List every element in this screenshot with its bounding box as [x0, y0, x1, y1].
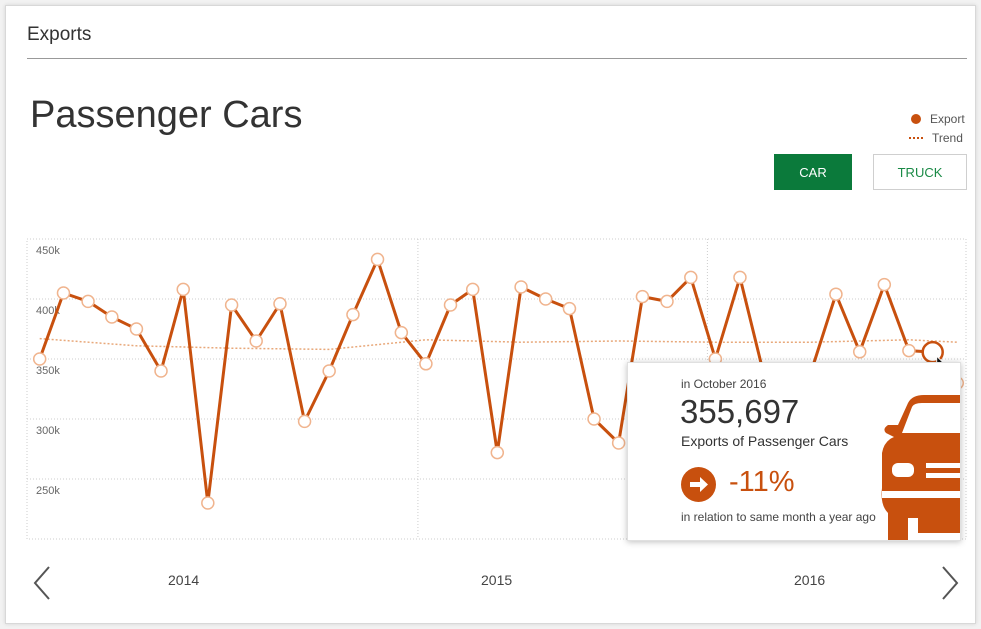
data-point — [514, 280, 528, 294]
legend-export-label: Export — [930, 111, 965, 126]
data-point — [538, 292, 553, 306]
truck-toggle-button[interactable]: TRUCK — [873, 154, 967, 190]
data-point — [465, 282, 480, 297]
prev-period-button[interactable] — [30, 563, 54, 608]
trend-series-line — [39, 337, 958, 351]
x-tick-2015: 2015 — [481, 572, 513, 588]
data-point — [394, 325, 409, 340]
legend-item-trend: Trend — [906, 128, 965, 147]
arrow-right-icon — [681, 467, 716, 502]
data-point — [249, 334, 263, 348]
data-point — [370, 252, 385, 267]
data-point — [829, 287, 843, 301]
page-title: Passenger Cars — [30, 94, 303, 136]
car-toggle-button[interactable]: CAR — [774, 154, 852, 190]
y-tick-label: 400k — [36, 305, 60, 317]
data-point — [443, 298, 458, 312]
data-point — [322, 364, 336, 378]
data-point — [32, 352, 47, 366]
data-point — [154, 364, 168, 378]
data-point — [176, 282, 190, 297]
data-point — [660, 294, 674, 309]
trend-swatch-icon — [909, 136, 923, 139]
next-period-button[interactable] — [938, 563, 962, 608]
data-point — [297, 414, 312, 429]
chart-legend: Export Trend — [906, 109, 965, 147]
data-point — [902, 343, 916, 358]
tooltip-change: -11% — [729, 466, 795, 498]
tooltip-caption: Exports of Passenger Cars — [681, 433, 849, 449]
data-point — [490, 445, 505, 460]
data-point — [56, 286, 71, 300]
x-tick-2016: 2016 — [794, 572, 826, 588]
chevron-right-icon — [942, 566, 959, 600]
data-point — [877, 277, 892, 292]
car-icon — [878, 393, 960, 540]
data-point — [419, 357, 433, 371]
x-tick-2014: 2014 — [168, 572, 200, 588]
data-point — [273, 297, 287, 311]
legend-item-export: Export — [906, 109, 965, 128]
y-tick-label: 450k — [36, 245, 60, 257]
data-tooltip: in October 2016 355,697 Exports of Passe… — [627, 362, 961, 541]
y-tick-label: 300k — [36, 425, 60, 437]
chevron-left-icon — [33, 566, 50, 600]
export-swatch-icon — [911, 113, 921, 124]
tooltip-date: in October 2016 — [681, 377, 767, 391]
data-point — [81, 294, 95, 309]
header-divider — [27, 58, 967, 59]
tooltip-value: 355,697 — [680, 393, 800, 430]
y-tick-label: 350k — [36, 365, 60, 377]
data-point — [733, 270, 747, 285]
tooltip-note: in relation to same month a year ago — [681, 510, 876, 524]
data-point — [201, 496, 215, 510]
y-tick-label: 250k — [36, 485, 60, 497]
data-point — [611, 436, 626, 450]
data-point — [562, 301, 577, 316]
data-point — [852, 345, 867, 359]
data-point — [224, 298, 239, 312]
legend-trend-label: Trend — [932, 130, 963, 145]
data-point — [346, 307, 360, 322]
data-point — [587, 412, 601, 426]
plot-border — [26, 238, 967, 540]
data-point — [635, 289, 650, 304]
data-point — [684, 270, 698, 285]
data-point — [105, 310, 119, 324]
data-point — [129, 322, 144, 336]
section-title: Exports — [27, 24, 92, 45]
